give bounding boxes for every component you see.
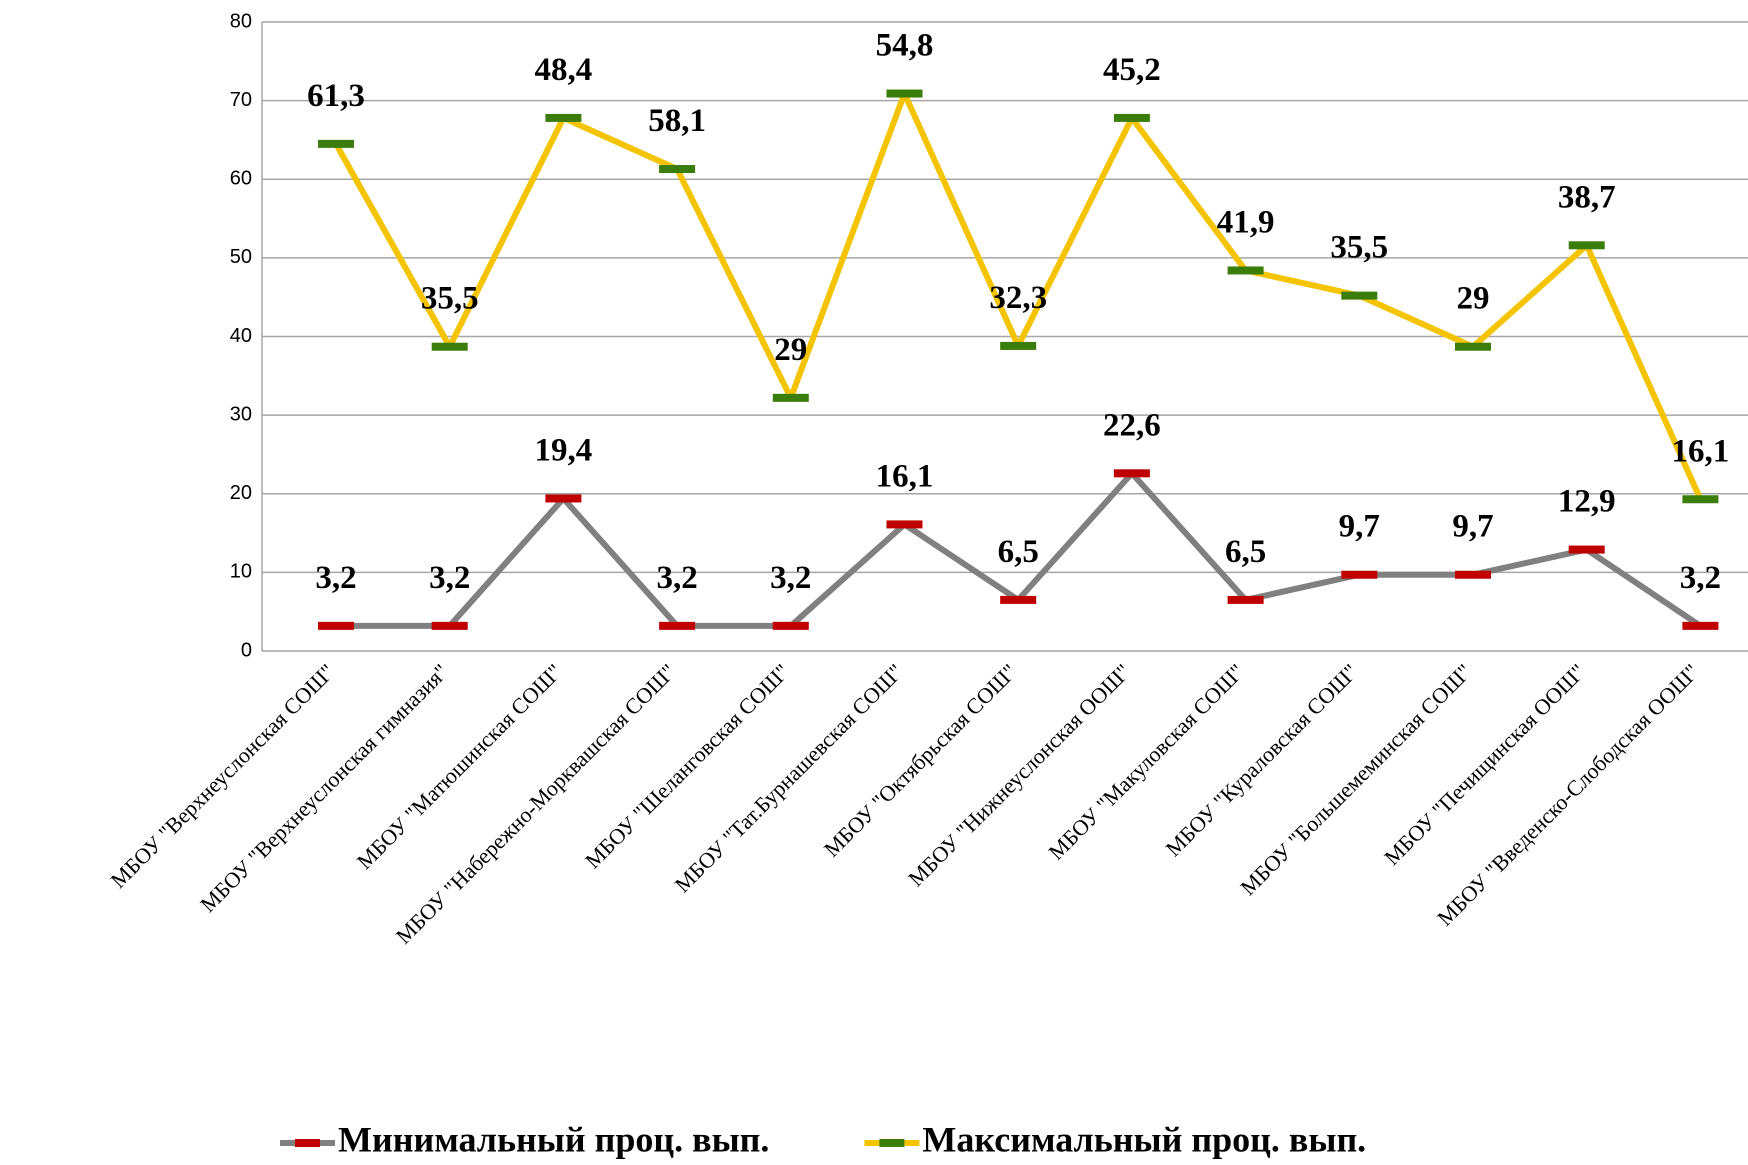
data-label: 3,2 xyxy=(656,560,697,596)
data-label: 9,7 xyxy=(1339,509,1380,545)
x-tick-label: МБОУ "Большемеминская СОШ" xyxy=(1235,659,1476,900)
marker xyxy=(1568,545,1605,554)
marker xyxy=(772,393,809,402)
x-tick-label: МБОУ "Матюшинская СОШ" xyxy=(352,659,567,874)
marker xyxy=(1227,595,1264,604)
y-tick-label: 60 xyxy=(230,168,252,190)
marker xyxy=(659,165,696,174)
marker xyxy=(886,520,923,529)
legend-label: Минимальный проц. вып. xyxy=(338,1119,769,1159)
x-tick-label: МБОУ "Нижнеуслонская ООШ" xyxy=(903,659,1135,891)
x-tick-label: МБОУ "Октябрьская СОШ" xyxy=(819,659,1022,862)
data-label: 6,5 xyxy=(998,534,1039,570)
data-label: 3,2 xyxy=(770,560,811,596)
data-label: 48,4 xyxy=(535,52,593,88)
y-tick-label: 0 xyxy=(241,639,252,661)
marker xyxy=(1113,113,1150,122)
x-tick-label: МБОУ "Введенско-Слободская ООШ" xyxy=(1432,659,1704,931)
y-tick-label: 70 xyxy=(230,89,252,111)
data-label: 16,1 xyxy=(1672,433,1730,469)
data-label: 61,3 xyxy=(307,78,365,114)
data-label: 45,2 xyxy=(1103,52,1161,88)
data-label: 41,9 xyxy=(1217,204,1275,240)
legend-marker xyxy=(879,1139,905,1147)
marker xyxy=(1682,621,1719,630)
data-label: 3,2 xyxy=(315,560,356,596)
marker xyxy=(659,621,696,630)
y-tick-label: 50 xyxy=(230,246,252,268)
marker xyxy=(1341,570,1378,579)
legend-label: Максимальный проц. вып. xyxy=(922,1119,1366,1159)
y-tick-label: 10 xyxy=(230,561,252,583)
y-tick-label: 20 xyxy=(230,482,252,504)
marker xyxy=(1227,266,1264,275)
marker xyxy=(1341,291,1378,300)
marker xyxy=(886,89,923,98)
marker xyxy=(1568,241,1605,250)
data-label: 58,1 xyxy=(648,103,706,139)
data-label: 38,7 xyxy=(1558,179,1616,215)
data-label: 22,6 xyxy=(1103,407,1161,443)
legend-marker xyxy=(295,1139,320,1147)
data-label: 6,5 xyxy=(1225,534,1266,570)
marker xyxy=(1455,570,1491,579)
marker xyxy=(1455,342,1491,351)
data-label: 35,5 xyxy=(421,281,479,317)
x-tick-label: МБОУ "Макуловская СОШ" xyxy=(1043,659,1249,865)
data-label: 54,8 xyxy=(876,28,934,64)
marker xyxy=(318,139,354,148)
marker xyxy=(545,494,582,503)
data-label: 29 xyxy=(1457,281,1490,317)
x-tick-label: МБОУ "Шеланговская СОШ" xyxy=(580,659,794,873)
x-tick-label: МБОУ "Кураловская СОШ" xyxy=(1160,659,1362,861)
x-tick-label: МБОУ "Печищинская ООШ" xyxy=(1379,659,1590,870)
marker xyxy=(545,113,582,122)
marker xyxy=(1000,595,1037,604)
x-tick-label: МБОУ "Тат.Бурнашевская СОШ" xyxy=(670,659,908,897)
marker xyxy=(1113,469,1150,478)
x-tick-label: МБОУ "Верхнеуслонская гимназия" xyxy=(195,659,453,917)
data-label: 3,2 xyxy=(1680,560,1721,596)
data-label: 19,4 xyxy=(535,432,593,468)
data-label: 9,7 xyxy=(1452,509,1493,545)
data-label: 16,1 xyxy=(876,458,934,494)
data-label: 3,2 xyxy=(429,560,470,596)
marker xyxy=(318,621,354,630)
marker xyxy=(1682,495,1719,504)
marker xyxy=(431,342,468,351)
y-tick-label: 80 xyxy=(230,10,252,32)
x-tick-label: МБОУ "Верхнеуслонская СОШ" xyxy=(106,659,340,893)
marker xyxy=(1000,341,1037,350)
data-label: 35,5 xyxy=(1330,230,1388,266)
y-tick-label: 40 xyxy=(230,325,252,347)
data-label: 12,9 xyxy=(1558,484,1616,520)
data-label: 29 xyxy=(774,332,807,368)
y-tick-label: 30 xyxy=(230,403,252,425)
marker xyxy=(772,621,809,630)
marker xyxy=(431,621,468,630)
data-label: 32,3 xyxy=(989,280,1047,316)
